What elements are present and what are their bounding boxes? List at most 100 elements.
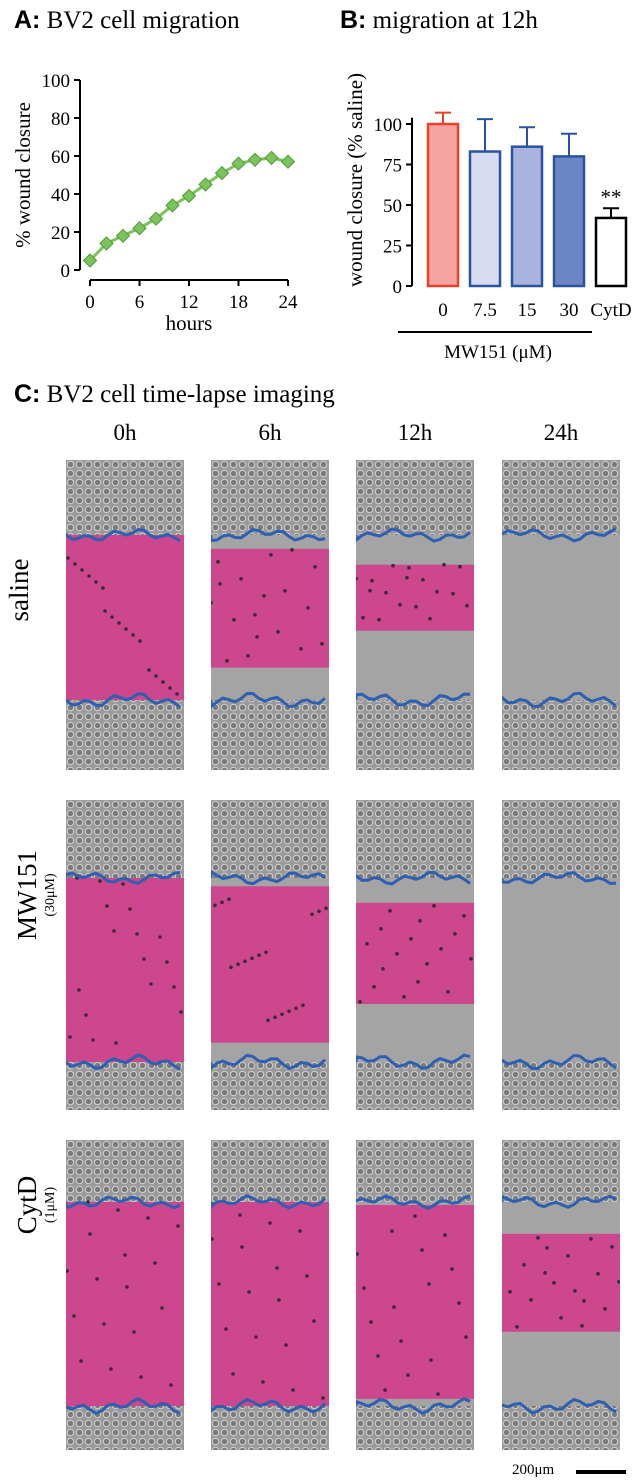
- micrograph-image: [66, 460, 184, 770]
- cell: [428, 616, 432, 621]
- y-tick-label: 80: [51, 109, 70, 130]
- wound-edge-top: [66, 528, 181, 543]
- cell: [421, 577, 425, 582]
- cell: [169, 1383, 173, 1387]
- cell: [72, 1314, 76, 1318]
- cell: [161, 680, 165, 684]
- panel-a-letter: A:: [14, 6, 41, 34]
- y-tick-label: 0: [393, 277, 403, 298]
- migration-bar-chart: 0 25 50 75 100 wound closure (% saline) 0 7.5 15…: [343, 73, 632, 363]
- cell: [406, 1373, 410, 1377]
- cell: [464, 1335, 468, 1339]
- cell: [383, 1388, 387, 1392]
- open-wound-area: [66, 535, 184, 700]
- open-wound-area: [356, 564, 474, 631]
- cell: [110, 615, 114, 619]
- cell: [413, 1214, 417, 1218]
- data-point: [82, 253, 98, 268]
- cell: [432, 904, 436, 908]
- cell: [179, 1010, 183, 1014]
- micrograph-cytd-6h: [211, 1140, 329, 1450]
- data-point: [214, 165, 230, 181]
- cell: [362, 1286, 366, 1290]
- cell: [132, 1330, 136, 1334]
- cell: [264, 950, 268, 955]
- wound-edge-bottom: [356, 1053, 471, 1070]
- row-label-saline-text: saline: [4, 558, 34, 622]
- cell: [283, 589, 287, 593]
- cell: [313, 565, 317, 569]
- micrograph-cytd-24h: [502, 1140, 620, 1450]
- cell: [276, 630, 280, 634]
- micrograph-image: [502, 1140, 620, 1450]
- y-axis-label: wound closure (% saline): [343, 73, 367, 287]
- y-tick-label: 20: [51, 223, 70, 244]
- cell: [369, 1320, 373, 1324]
- cell: [317, 909, 321, 914]
- cell: [172, 985, 176, 989]
- micrograph-image: [66, 1140, 184, 1450]
- cell: [213, 903, 217, 908]
- micrograph-image: [211, 460, 329, 770]
- wound-edge-top: [211, 1194, 326, 1210]
- cell: [84, 1013, 88, 1017]
- cell: [254, 1335, 258, 1339]
- cell: [450, 1267, 454, 1271]
- cell: [277, 1298, 281, 1302]
- micrograph-image: [502, 460, 620, 770]
- cell: [66, 556, 70, 560]
- micrograph-image: [66, 800, 184, 1110]
- cell: [515, 1325, 519, 1329]
- micrograph-mw151-0h: [66, 800, 184, 1110]
- cell: [168, 686, 172, 690]
- cell: [128, 907, 132, 911]
- cell: [405, 575, 409, 580]
- y-axis-label: % wound closure: [11, 102, 35, 248]
- cell: [414, 604, 418, 609]
- cell: [142, 957, 146, 961]
- cell: [269, 553, 273, 557]
- wound-edge-bottom: [66, 692, 181, 709]
- micrograph-cytd-0h: [66, 1140, 184, 1450]
- y-tick-label: 100: [374, 115, 403, 136]
- open-wound-area: [502, 1233, 620, 1332]
- cell: [220, 900, 224, 905]
- cell: [603, 1307, 607, 1311]
- cell: [306, 606, 310, 610]
- cell: [416, 980, 420, 984]
- wound-edge-top: [356, 870, 471, 886]
- y-tick-label: 25: [383, 237, 402, 258]
- cell: [91, 1038, 95, 1042]
- scale-bar: [576, 1470, 626, 1474]
- cell: [610, 1245, 614, 1249]
- data-point: [264, 150, 279, 166]
- cell: [427, 1282, 431, 1286]
- cell: [77, 988, 81, 992]
- bar: [510, 145, 544, 288]
- cell: [231, 1372, 235, 1376]
- cell: [211, 1237, 214, 1241]
- cell: [176, 1224, 180, 1228]
- cell: [218, 582, 222, 586]
- micrograph-cytd-12h: [356, 1140, 474, 1450]
- cell: [446, 990, 450, 994]
- cell: [268, 1221, 272, 1225]
- cell: [582, 1299, 586, 1303]
- row-label-mw151-sub: (30μM): [43, 873, 58, 917]
- wound-edge-bottom: [66, 1397, 181, 1415]
- cell: [465, 603, 469, 608]
- cell: [135, 932, 139, 936]
- row-label-mw151: MW151 (30μM): [12, 770, 59, 1020]
- cell: [211, 601, 213, 605]
- cell: [298, 1229, 302, 1233]
- data-point: [148, 211, 164, 226]
- cell: [114, 1041, 118, 1045]
- x-tick-label: 15: [518, 300, 537, 321]
- wound-edge-top: [66, 1195, 181, 1210]
- x-tick-label: 18: [229, 292, 248, 313]
- cell: [154, 674, 158, 678]
- bar: [426, 122, 460, 288]
- cell: [95, 1277, 99, 1281]
- cell: [617, 1280, 620, 1284]
- open-wound-area: [356, 902, 474, 1005]
